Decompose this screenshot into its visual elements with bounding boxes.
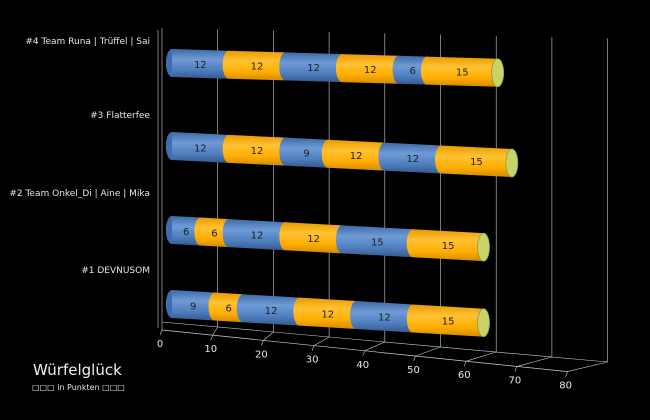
data-label: 15	[456, 68, 469, 79]
back-floor-line	[161, 321, 608, 363]
floor-gridline	[364, 341, 385, 352]
x-tick-label: 20	[255, 349, 268, 360]
tick-mark	[210, 335, 213, 341]
data-label: 12	[307, 63, 320, 74]
floor-gridline	[516, 356, 552, 367]
data-label: 12	[307, 234, 320, 245]
chart-grid	[157, 28, 608, 377]
bar-segment	[335, 54, 405, 84]
data-label: 12	[406, 154, 419, 165]
chart-title: Würfelglück	[33, 361, 122, 379]
x-tick-label: 60	[458, 370, 471, 381]
data-label: 15	[470, 157, 483, 168]
data-label: 12	[364, 65, 377, 76]
bar-end-cap	[505, 148, 519, 178]
bar-segment	[335, 225, 419, 258]
data-label: 12	[194, 143, 207, 154]
bar-row: 12 12 9 12 12 15	[166, 132, 519, 178]
bar-end-cap	[477, 232, 490, 262]
tick-mark	[413, 355, 416, 362]
data-label: 12	[350, 151, 363, 162]
bar-row: 6 6 12 12 15 15	[166, 216, 490, 262]
bar-start-cap	[166, 49, 172, 77]
x-tick-label: 0	[157, 339, 163, 350]
floor-gridline	[212, 326, 218, 336]
x-tick-label: 10	[204, 344, 217, 355]
data-label: 15	[442, 241, 455, 252]
bar-start-cap	[166, 132, 172, 160]
floor-gridline	[313, 336, 330, 346]
floor-gridline	[466, 351, 497, 362]
bar-segment	[166, 132, 235, 163]
data-label: 12	[251, 146, 264, 157]
data-label: 12	[321, 309, 334, 320]
data-label: 15	[371, 237, 384, 248]
bar-segment	[378, 142, 448, 174]
bar-row: 9 6 12 12 12 15	[166, 290, 490, 338]
tick-mark	[463, 361, 467, 367]
bar-segment	[279, 52, 348, 83]
floor-gridline	[567, 361, 608, 372]
bar-start-cap	[166, 216, 172, 244]
tick-mark	[514, 366, 518, 372]
bar-end-cap	[491, 58, 505, 88]
bar-start-cap	[166, 290, 172, 318]
data-label: 12	[265, 306, 278, 317]
data-label: 12	[251, 231, 264, 242]
data-label: 12	[251, 62, 264, 73]
bar-segment	[279, 137, 334, 168]
data-label: 12	[378, 313, 391, 324]
bar-end-cap	[477, 308, 490, 338]
x-tick-label: 40	[356, 360, 369, 371]
x-axis-line	[161, 329, 568, 372]
x-tick-label: 30	[306, 355, 319, 366]
data-label: 6	[183, 227, 189, 238]
bar-segment	[166, 49, 235, 79]
data-label: 12	[194, 60, 207, 71]
x-tick-label: 50	[407, 365, 420, 376]
category-label: #2 Team Onkel_Di | Aine | Mika	[9, 189, 150, 199]
bar-row: 12 12 12 12 6 15	[166, 49, 505, 88]
floor-gridline	[415, 346, 441, 357]
bar-segment	[279, 222, 348, 254]
bar-segment	[406, 229, 490, 262]
data-label: 6	[225, 303, 231, 314]
category-label: #1 DEVNUSOM	[81, 266, 150, 276]
data-label: 9	[303, 149, 309, 160]
data-label: 6	[410, 66, 416, 77]
bar-segment	[321, 139, 391, 171]
x-axis-ticks: 0 10 20 30 40 50 60 70 80	[157, 339, 572, 392]
category-label: #3 Flatterfee	[90, 111, 150, 121]
bar-segment	[420, 56, 504, 87]
floor-gridline	[263, 331, 274, 341]
tick-mark	[311, 345, 315, 351]
bar-segment	[222, 50, 292, 81]
bar-segment	[293, 297, 363, 330]
data-label: 15	[442, 317, 455, 328]
chart-subtitle: □□□ in Punkten □□□	[32, 383, 125, 392]
bar-segment	[236, 294, 306, 326]
tick-mark	[159, 329, 163, 336]
data-label: 9	[190, 301, 196, 312]
tick-mark	[261, 340, 264, 346]
bar-segment	[222, 134, 292, 166]
x-tick-label: 80	[559, 381, 572, 392]
x-tick-label: 70	[509, 375, 522, 386]
data-label: 6	[211, 228, 217, 239]
tick-mark	[565, 371, 568, 377]
bar-segment	[350, 301, 419, 333]
bar-segment	[406, 304, 490, 337]
bar-segment	[222, 219, 292, 251]
bar-segment	[435, 145, 518, 177]
bar-segment	[166, 290, 221, 321]
tick-mark	[362, 350, 366, 356]
category-label: #4 Team Runa | Trüffel | Sai	[25, 37, 150, 47]
